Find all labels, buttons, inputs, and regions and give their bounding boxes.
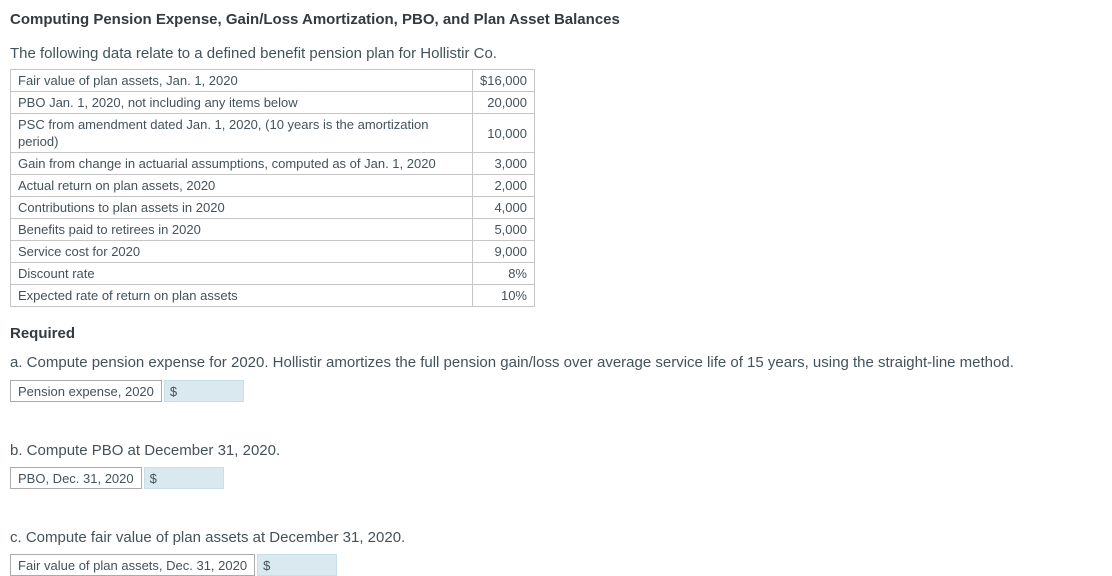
table-row: Contributions to plan assets in 2020 4,00… [10, 196, 535, 219]
pbo-input[interactable] [156, 469, 223, 487]
row-label: Expected rate of return on plan assets [10, 284, 473, 307]
table-row: Benefits paid to retirees in 2020 5,000 [10, 218, 535, 241]
table-row: Service cost for 2020 9,000 [10, 240, 535, 263]
part-c-answer-label: Fair value of plan assets, Dec. 31, 2020 [10, 554, 256, 576]
row-value: 4,000 [472, 196, 535, 219]
table-row: Discount rate 8% [10, 262, 535, 285]
part-b-answer-label: PBO, Dec. 31, 2020 [10, 467, 142, 489]
pension-expense-input[interactable] [177, 382, 243, 400]
row-label: PSC from amendment dated Jan. 1, 2020, (… [10, 113, 473, 153]
row-value: 2,000 [472, 174, 535, 197]
pension-data-table-body: Fair value of plan assets, Jan. 1, 2020 $… [10, 69, 535, 307]
dollar-sign: $ [263, 557, 271, 573]
row-value: 3,000 [472, 152, 535, 175]
row-label: Gain from change in actuarial assumption… [10, 152, 473, 175]
table-row: PBO Jan. 1, 2020, not including any item… [10, 91, 535, 114]
part-b-input-cell[interactable]: $ [143, 467, 224, 489]
table-row: Fair value of plan assets, Jan. 1, 2020 $… [10, 69, 535, 92]
part-c-answer-row: Fair value of plan assets, Dec. 31, 2020… [10, 554, 1112, 576]
dollar-sign: $ [149, 470, 157, 486]
row-label: PBO Jan. 1, 2020, not including any item… [10, 91, 473, 114]
part-b-instruction: b. Compute PBO at December 31, 2020. [10, 442, 281, 459]
row-label: Actual return on plan assets, 2020 [10, 174, 473, 197]
part-a-input-cell[interactable]: $ [163, 380, 244, 402]
table-row: Actual return on plan assets, 2020 2,000 [10, 174, 535, 197]
table-row: PSC from amendment dated Jan. 1, 2020, (… [10, 113, 535, 153]
row-label: Contributions to plan assets in 2020 [10, 196, 473, 219]
row-value: 20,000 [472, 91, 535, 114]
required-heading: Required [10, 325, 76, 342]
row-label: Benefits paid to retirees in 2020 [10, 218, 473, 241]
row-value: $16,000 [472, 69, 535, 92]
part-a-instruction: a. Compute pension expense for 2020. Hol… [10, 354, 1014, 371]
row-value: 8% [472, 262, 535, 285]
part-b-answer-row: PBO, Dec. 31, 2020 $ [10, 467, 1112, 489]
row-value: 5,000 [472, 218, 535, 241]
fair-value-input[interactable] [270, 556, 337, 574]
row-value: 10% [472, 284, 535, 307]
row-value: 10,000 [472, 113, 535, 153]
row-value: 9,000 [472, 240, 535, 263]
part-a-answer-row: Pension expense, 2020 $ [10, 380, 1112, 402]
row-label: Discount rate [10, 262, 473, 285]
table-row: Gain from change in actuarial assumption… [10, 152, 535, 175]
intro-text: The following data relate to a defined b… [10, 45, 497, 62]
part-c-input-cell[interactable]: $ [257, 554, 338, 576]
row-label: Service cost for 2020 [10, 240, 473, 263]
row-label: Fair value of plan assets, Jan. 1, 2020 [10, 69, 473, 92]
page-title: Computing Pension Expense, Gain/Loss Amo… [10, 11, 620, 28]
part-c-instruction: c. Compute fair value of plan assets at … [10, 529, 406, 546]
table-row: Expected rate of return on plan assets 10… [10, 284, 535, 307]
pension-data-table: Fair value of plan assets, Jan. 1, 2020 $… [10, 69, 535, 307]
part-a-answer-label: Pension expense, 2020 [10, 380, 162, 402]
dollar-sign: $ [169, 383, 178, 399]
